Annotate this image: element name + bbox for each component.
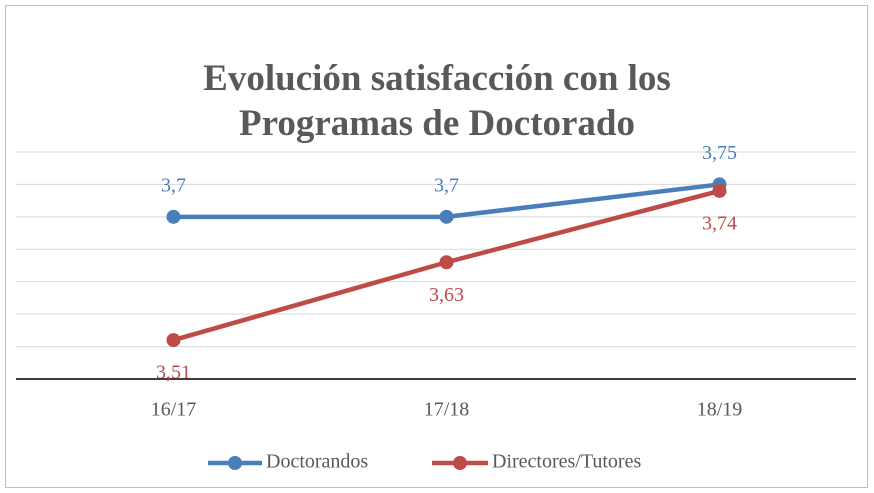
data-label: 3,63 [429, 284, 464, 306]
legend-label: Directores/Tutores [492, 451, 641, 473]
data-label: 3,7 [434, 174, 459, 196]
data-label: 3,74 [702, 213, 737, 235]
x-tick-label: 16/17 [151, 399, 197, 421]
x-tick-label: 17/18 [424, 399, 470, 421]
data-point [166, 209, 181, 224]
legend-swatch-marker [453, 456, 467, 470]
data-label: 3,51 [156, 362, 191, 384]
data-point [439, 255, 454, 270]
chart-title: Evolución satisfacción con los Programas… [203, 58, 671, 144]
x-tick-label: 18/19 [697, 399, 743, 421]
data-point [439, 209, 454, 224]
data-label: 3,7 [161, 174, 186, 196]
data-point [712, 183, 727, 198]
data-label: 3,75 [702, 142, 737, 164]
legend-label: Doctorandos [266, 451, 368, 473]
chart-border [5, 5, 868, 488]
legend-swatch-marker [228, 456, 242, 470]
data-point [166, 333, 181, 348]
